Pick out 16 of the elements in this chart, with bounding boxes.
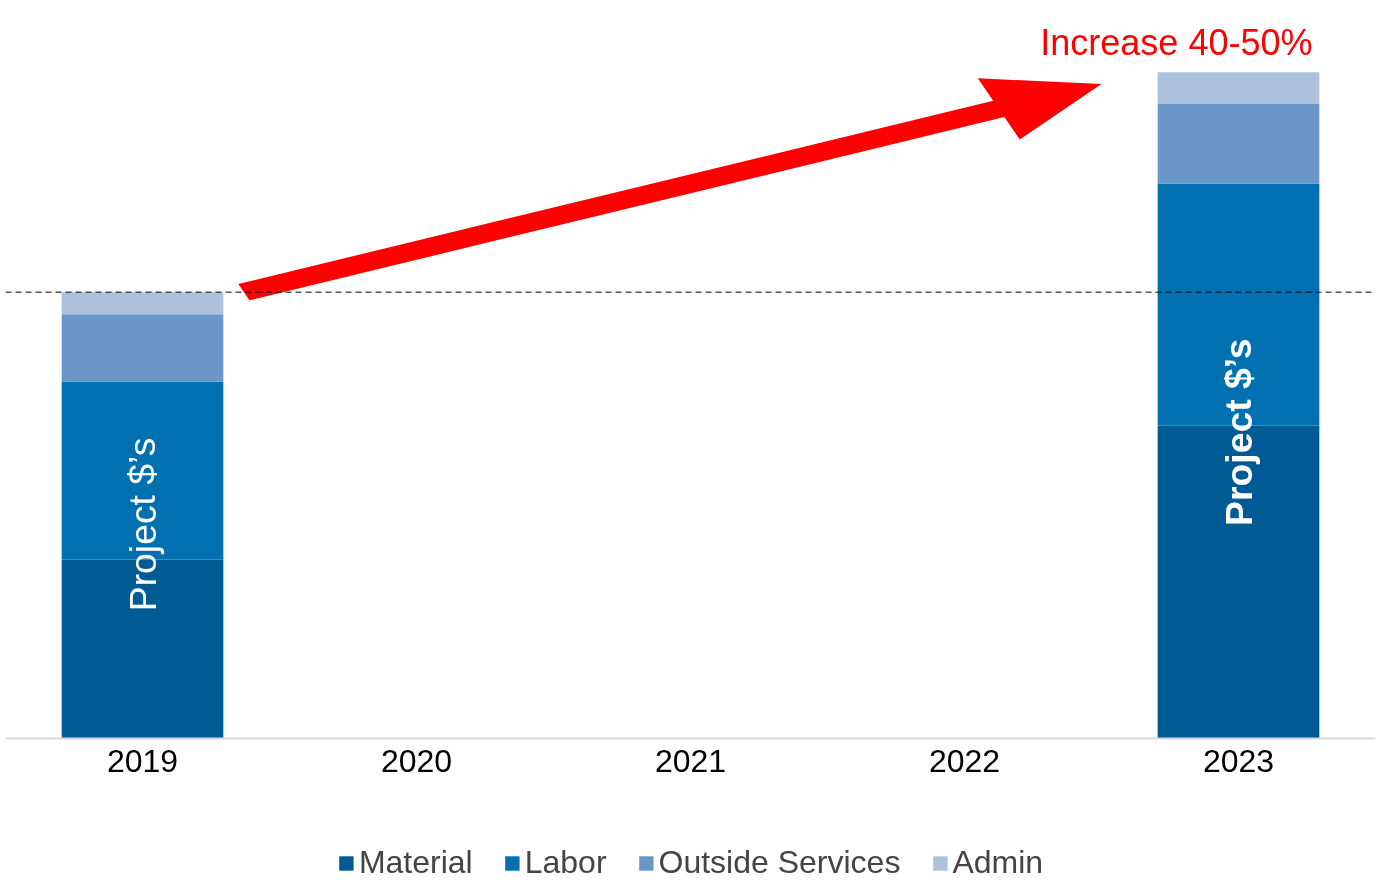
legend-label: Admin (952, 844, 1044, 881)
text: Increase 40-50% (1040, 21, 1313, 63)
legend-label: Material (358, 844, 473, 881)
x-tick-label: 2019 (106, 742, 179, 779)
bar (1157, 72, 1320, 104)
bar (1157, 103, 1320, 184)
bar (61, 314, 224, 382)
bar (61, 292, 224, 315)
x-tick-label: 2020 (380, 742, 453, 779)
annotation: Project $’s (1217, 338, 1260, 526)
legend-label: Outside Services (658, 844, 901, 881)
x-tick-label: 2023 (1202, 742, 1275, 779)
x-tick-label: 2021 (654, 742, 727, 779)
x-tick-label: 2022 (928, 742, 1001, 779)
legend-label: Labor (524, 844, 607, 881)
annotation: Project $’s (121, 437, 164, 612)
